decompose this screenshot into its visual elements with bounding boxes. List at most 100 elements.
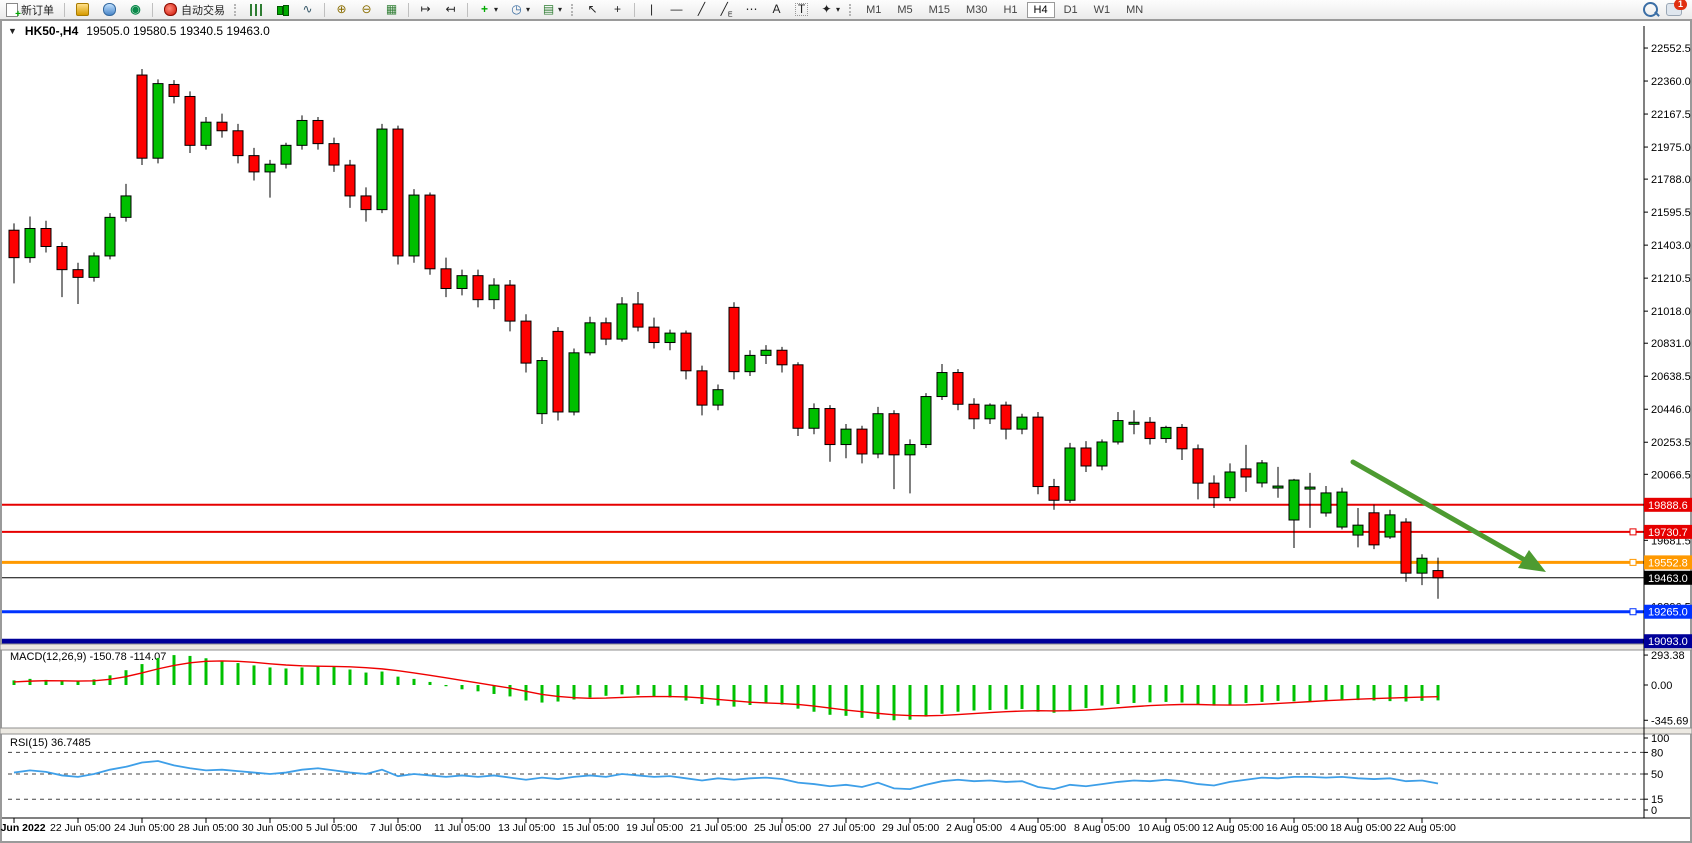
bull-candle: [568, 352, 580, 413]
bear-candle: [216, 121, 228, 132]
auto-scroll-button[interactable]: ↦: [414, 1, 437, 18]
hline-handle[interactable]: [1629, 608, 1637, 616]
timeframe-mn-button[interactable]: MN: [1126, 3, 1144, 16]
collapse-arrow-icon[interactable]: ▼: [8, 26, 17, 36]
cursor-icon: ↖: [587, 2, 598, 16]
price-line-badge-label: 19463.0: [1648, 573, 1688, 585]
toolbar-grip[interactable]: [571, 3, 577, 16]
bull-candle: [152, 83, 164, 159]
equidistant-channel-button[interactable]: ╱E: [715, 1, 738, 19]
timeframe-m15-button[interactable]: M15: [928, 3, 951, 16]
bear-candle: [552, 330, 564, 413]
zoom-in-button[interactable]: ⊕: [330, 1, 353, 18]
time-tick-label: 22 Aug 05:00: [1394, 822, 1456, 834]
chart-title-row: ▼ HK50-,H4 19505.0 19580.5 19340.5 19463…: [8, 24, 270, 38]
templates-button[interactable]: ▤ ▾: [542, 2, 563, 16]
horizontal-line-button[interactable]: —: [665, 1, 688, 18]
chart-shift-button[interactable]: ↤: [439, 1, 462, 18]
autotrading-button[interactable]: 自动交易: [158, 0, 230, 20]
rsi-scale-label: 0: [1651, 805, 1657, 817]
price-line-badge: [1644, 497, 1692, 512]
signals-button[interactable]: ◉: [124, 1, 147, 18]
bear-candle: [248, 155, 260, 173]
bear-candle: [792, 364, 804, 429]
price-tick-label: 20446.0: [1651, 404, 1691, 416]
trend-arrow-line[interactable]: [1350, 459, 1526, 562]
templates-icon: ▤: [542, 2, 555, 16]
bull-candle: [808, 408, 820, 429]
bull-candle: [1128, 421, 1140, 425]
candlestick-mode-button[interactable]: [270, 1, 294, 19]
time-tick-label: 12 Aug 05:00: [1202, 822, 1264, 834]
bear-candle: [184, 95, 196, 146]
chart-shift-icon: ↤: [445, 2, 456, 16]
rsi-scale-label: 50: [1651, 769, 1663, 781]
timeframe-m1-button[interactable]: M1: [866, 3, 882, 16]
bear-candle: [232, 130, 244, 157]
time-tick-label: 30 Jun 05:00: [242, 822, 303, 834]
price-line-badge: [1644, 634, 1692, 649]
time-tick-label: 28 Jun 05:00: [178, 822, 239, 834]
timeframe-w1-button[interactable]: W1: [1093, 3, 1111, 16]
bear-candle: [1432, 570, 1444, 579]
mql-editor-icon: [76, 3, 89, 16]
price-line-badge: [1644, 555, 1692, 570]
toolbar-grip[interactable]: [234, 3, 240, 16]
search-icon[interactable]: [1643, 2, 1658, 17]
new-order-button[interactable]: + 新订单: [1, 0, 59, 20]
bull-candle: [872, 413, 884, 455]
text-label-icon: T: [795, 3, 809, 16]
line-chart-mode-button[interactable]: ∿: [296, 1, 319, 18]
toolbar-separator: [152, 2, 153, 17]
chat-icon[interactable]: 1: [1666, 0, 1687, 16]
indicators-button[interactable]: + ▾: [473, 1, 503, 18]
bull-candle: [1224, 471, 1236, 499]
arrows-button[interactable]: ✦ ▾: [821, 2, 841, 16]
time-tick-label: 22 Jun 05:00: [50, 822, 111, 834]
market-button[interactable]: [97, 0, 122, 19]
toolbar-grip[interactable]: [849, 3, 855, 16]
timeframe-h1-button[interactable]: H1: [1003, 3, 1018, 16]
toolbar-separator: [64, 2, 65, 17]
bear-candle: [1080, 447, 1092, 467]
timeframe-h4-button[interactable]: H4: [1026, 1, 1055, 18]
macd-scale-label: -345.69: [1651, 715, 1688, 727]
mql-editor-button[interactable]: [70, 0, 95, 19]
bar-chart-mode-button[interactable]: [244, 1, 268, 19]
timeframe-m30-button[interactable]: M30: [966, 3, 988, 16]
bear-candle: [1048, 486, 1060, 501]
bear-candle: [1192, 448, 1204, 484]
trendline-button[interactable]: ╱: [690, 1, 713, 18]
time-tick-label: 27 Jul 05:00: [818, 822, 875, 834]
zoom-out-button[interactable]: ⊖: [355, 1, 378, 18]
bear-candle: [728, 306, 740, 373]
toolbar-separator: [324, 2, 325, 17]
time-tick-label: 25 Jul 05:00: [754, 822, 811, 834]
price-tick-label: 20831.0: [1651, 338, 1691, 350]
cursor-button[interactable]: ↖: [581, 1, 604, 18]
crosshair-icon: +: [614, 2, 622, 16]
hline-handle[interactable]: [1629, 528, 1637, 536]
timeframe-m5-button[interactable]: M5: [897, 3, 913, 16]
zoom-out-icon: ⊖: [361, 2, 372, 16]
timeframe-d1-button[interactable]: D1: [1063, 3, 1078, 16]
vertical-line-button[interactable]: |: [640, 1, 663, 18]
bar-chart-icon: [250, 3, 262, 16]
periods-button[interactable]: ◷ ▾: [511, 2, 531, 16]
candlestick-icon: [276, 4, 289, 16]
panel-separator[interactable]: [0, 727, 1692, 735]
price-tick-label: 22552.5: [1651, 43, 1691, 55]
bear-candle: [1400, 521, 1412, 574]
text-button[interactable]: A: [765, 1, 788, 18]
bear-candle: [40, 228, 52, 248]
crosshair-button[interactable]: +: [606, 1, 629, 18]
bull-candle: [664, 332, 676, 344]
panel-separator[interactable]: [0, 643, 1692, 651]
text-label-button[interactable]: T: [790, 1, 813, 18]
hline-handle[interactable]: [1629, 558, 1637, 566]
bull-candle: [456, 275, 468, 290]
trend-arrow-head[interactable]: [1518, 550, 1546, 572]
tile-windows-button[interactable]: ▦: [380, 1, 403, 18]
price-line-badge: [1644, 524, 1692, 539]
